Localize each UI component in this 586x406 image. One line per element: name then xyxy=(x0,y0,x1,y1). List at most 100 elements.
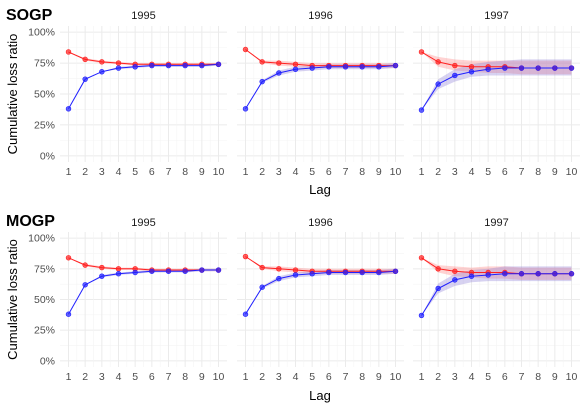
x-tick-label: 1 xyxy=(66,166,72,178)
panel-1996: 1996 1 2 3 4 5 6 7 8 9 10 xyxy=(237,10,404,178)
predicted-point xyxy=(65,311,72,317)
predicted-point xyxy=(149,62,155,69)
x-tick-label: 8 xyxy=(535,166,541,178)
panel-strip-label: 1997 xyxy=(484,217,508,229)
x-tick-label: 6 xyxy=(326,166,332,178)
x-tick-label: 10 xyxy=(390,166,402,178)
observed-point xyxy=(452,62,458,69)
predicted-point xyxy=(182,268,188,274)
y-axis-title: Cumulative loss ratio xyxy=(5,34,20,155)
x-tick-label: 1 xyxy=(419,166,425,178)
x-tick-label: 6 xyxy=(502,166,508,178)
observed-point xyxy=(468,64,475,70)
observed-point xyxy=(82,262,88,268)
x-tick-label: 9 xyxy=(376,166,382,178)
observed-point xyxy=(99,59,105,65)
predicted-point xyxy=(309,271,315,277)
x-tick-label: 10 xyxy=(390,371,402,383)
predicted-point xyxy=(199,267,205,273)
observed-point xyxy=(65,49,72,55)
panel-strip-label: 1996 xyxy=(308,217,332,229)
x-tick-label: 4 xyxy=(293,371,299,383)
observed-point xyxy=(115,266,122,272)
predicted-point xyxy=(215,267,222,273)
predicted-point xyxy=(468,69,475,75)
predicted-point xyxy=(276,70,282,76)
predicted-point xyxy=(342,64,349,70)
observed-point xyxy=(292,61,299,68)
x-tick-label: 5 xyxy=(309,371,315,383)
predicted-point xyxy=(418,312,425,319)
y-tick-label: 25% xyxy=(34,325,55,337)
y-tick-label: 0% xyxy=(40,355,55,367)
predicted-point xyxy=(452,277,458,283)
x-tick-label: 7 xyxy=(343,371,349,383)
x-tick-label: 3 xyxy=(99,166,105,178)
predicted-point xyxy=(535,65,541,71)
predicted-point xyxy=(309,65,315,71)
predicted-point xyxy=(568,271,575,277)
x-tick-label: 6 xyxy=(149,371,155,383)
panel-strip-label: 1997 xyxy=(484,10,508,22)
x-tick-label: 5 xyxy=(309,166,315,178)
predicted-point xyxy=(65,106,72,112)
x-tick-label: 2 xyxy=(435,371,441,383)
predicted-point xyxy=(342,269,349,276)
y-tick-label: 50% xyxy=(34,294,55,306)
observed-point xyxy=(115,60,122,66)
predicted-point xyxy=(552,65,558,71)
x-tick-label: 9 xyxy=(552,371,558,383)
predicted-point xyxy=(182,62,188,69)
x-tick-label: 4 xyxy=(293,166,299,178)
observed-point xyxy=(435,266,441,272)
x-tick-label: 6 xyxy=(502,371,508,383)
x-tick-label: 9 xyxy=(552,166,558,178)
chart-row-sogp: SOGP Cumulative loss ratio 0% 25% 50% 75% 100%… xyxy=(5,7,580,197)
x-tick-label: 8 xyxy=(359,371,365,383)
chart-row-mogp: MOGP Cumulative loss ratio 0% 25% 50% 75% 100%… xyxy=(5,213,580,403)
panel-strip-label: 1995 xyxy=(131,10,155,22)
x-tick-label: 3 xyxy=(276,371,282,383)
predicted-point xyxy=(552,271,558,277)
y-tick-label: 50% xyxy=(34,89,55,101)
predicted-point xyxy=(82,282,88,288)
x-axis-title: Lag xyxy=(309,182,331,197)
panel-strip-label: 1995 xyxy=(131,217,155,229)
observed-point xyxy=(276,266,282,272)
x-tick-label: 4 xyxy=(469,166,475,178)
observed-line xyxy=(68,257,219,271)
predicted-point xyxy=(326,269,332,276)
predicted-band xyxy=(421,59,572,111)
x-tick-label: 9 xyxy=(199,166,205,178)
predicted-point xyxy=(359,64,365,70)
x-tick-label: 5 xyxy=(132,166,138,178)
predicted-point xyxy=(242,106,249,112)
predicted-band xyxy=(245,268,396,315)
x-tick-label: 10 xyxy=(213,371,225,383)
y-tick-label: 25% xyxy=(34,119,55,131)
predicted-point xyxy=(535,271,541,277)
predicted-point xyxy=(99,69,105,75)
predicted-point xyxy=(452,72,458,79)
predicted-line xyxy=(68,269,219,315)
predicted-point xyxy=(165,268,172,274)
predicted-line xyxy=(421,67,572,111)
predicted-point xyxy=(376,64,382,70)
x-tick-label: 9 xyxy=(376,371,382,383)
observed-point xyxy=(259,59,265,65)
x-tick-label: 2 xyxy=(82,371,88,383)
predicted-point xyxy=(568,65,575,71)
observed-point xyxy=(82,56,88,63)
y-tick-label: 100% xyxy=(28,27,55,39)
x-tick-label: 1 xyxy=(243,371,249,383)
x-tick-label: 4 xyxy=(469,371,475,383)
predicted-point xyxy=(99,273,105,279)
x-tick-label: 7 xyxy=(166,166,172,178)
panel-1996: 1996 1 2 3 4 5 6 7 8 9 10 xyxy=(237,217,404,383)
observed-point xyxy=(276,60,282,66)
predicted-point xyxy=(149,268,155,274)
predicted-point xyxy=(215,61,222,68)
predicted-line xyxy=(245,270,396,315)
observed-point xyxy=(435,59,441,65)
x-tick-label: 2 xyxy=(435,166,441,178)
